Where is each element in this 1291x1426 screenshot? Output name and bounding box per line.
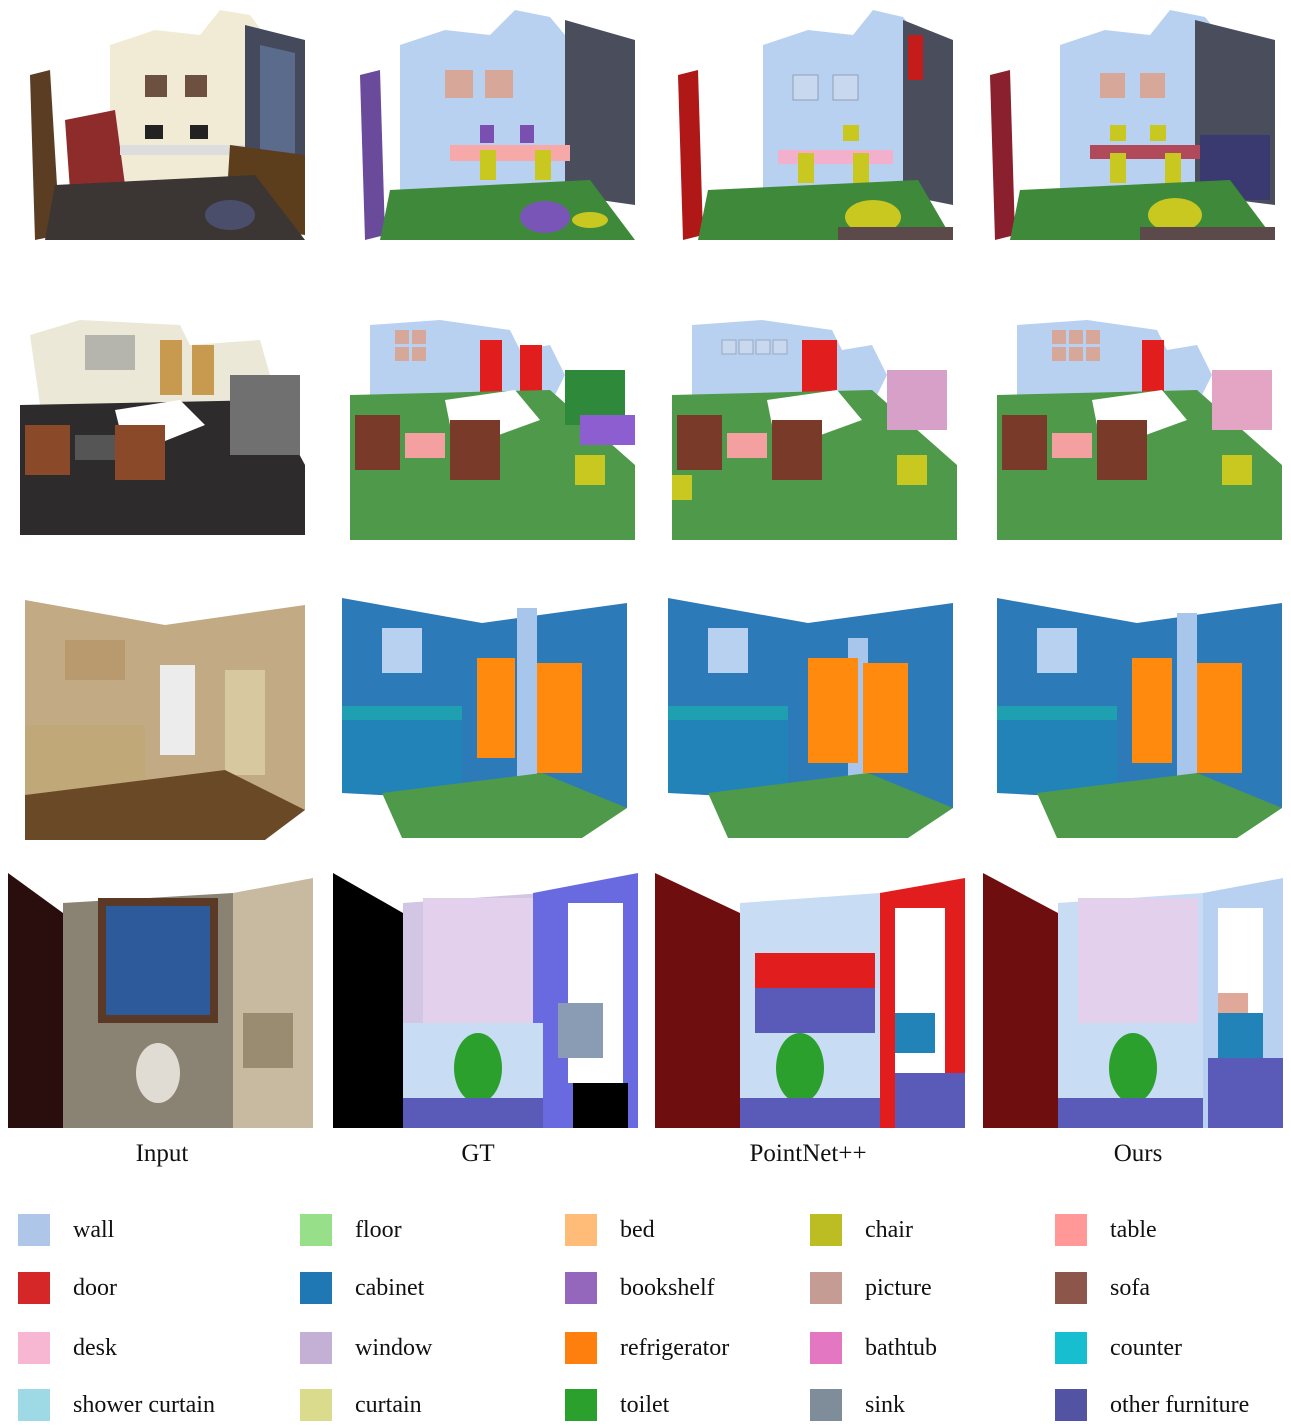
- legend-item-toilet: toilet: [565, 1385, 669, 1425]
- legend-label: sofa: [1110, 1274, 1150, 1301]
- legend-label: bookshelf: [620, 1274, 715, 1301]
- column-label-ours: Ours: [1113, 1140, 1163, 1167]
- legend-item-chair: chair: [810, 1210, 913, 1250]
- legend-swatch: [810, 1214, 842, 1246]
- row4-gt-image: [333, 873, 638, 1128]
- row4-ours-image: [983, 873, 1283, 1128]
- legend-swatch: [18, 1272, 50, 1304]
- legend-label: bed: [620, 1216, 655, 1243]
- legend-label: sink: [865, 1391, 906, 1418]
- legend-item-bed: bed: [565, 1210, 655, 1250]
- legend-label: table: [1110, 1216, 1157, 1243]
- legend-swatch: [565, 1272, 597, 1304]
- legend-label: desk: [73, 1334, 117, 1361]
- row4-pointnet-image: [655, 873, 965, 1128]
- row4-input-image: [8, 873, 313, 1128]
- column-label-gt: GT: [461, 1140, 495, 1167]
- legend-swatch: [565, 1214, 597, 1246]
- figure-grid: [8, 5, 1283, 1128]
- legend-item-other-furniture: other furniture: [1055, 1385, 1249, 1425]
- legend-label: counter: [1110, 1334, 1182, 1361]
- legend-label: cabinet: [355, 1274, 425, 1301]
- legend-item-table: table: [1055, 1210, 1157, 1250]
- legend-item-door: door: [18, 1268, 117, 1308]
- column-label-pointnet: PointNet++: [749, 1140, 867, 1167]
- legend-swatch: [810, 1332, 842, 1364]
- legend-swatch: [18, 1214, 50, 1246]
- legend-label: door: [73, 1274, 117, 1301]
- legend-item-wall: wall: [18, 1210, 114, 1250]
- legend-swatch: [565, 1332, 597, 1364]
- legend-swatch: [565, 1389, 597, 1421]
- legend-swatch: [300, 1389, 332, 1421]
- legend-label: refrigerator: [620, 1334, 730, 1361]
- legend-swatch: [1055, 1332, 1087, 1364]
- column-label-input: Input: [135, 1140, 189, 1167]
- legend-label: shower curtain: [73, 1391, 215, 1418]
- legend-item-counter: counter: [1055, 1328, 1182, 1368]
- legend-label: bathtub: [865, 1334, 937, 1361]
- legend-swatch: [810, 1272, 842, 1304]
- legend-item-desk: desk: [18, 1328, 117, 1368]
- row3-gt-image: [342, 598, 627, 838]
- legend-swatch: [300, 1332, 332, 1364]
- legend-label: toilet: [620, 1391, 670, 1418]
- legend-item-floor: floor: [300, 1210, 402, 1250]
- legend-swatch: [300, 1214, 332, 1246]
- legend-label: floor: [355, 1216, 402, 1243]
- legend: wall floor bed chair table door cabinet …: [0, 1205, 1291, 1426]
- legend-label: chair: [865, 1216, 913, 1243]
- legend-item-window: window: [300, 1328, 432, 1368]
- legend-item-picture: picture: [810, 1268, 932, 1308]
- legend-swatch: [1055, 1272, 1087, 1304]
- legend-swatch: [18, 1332, 50, 1364]
- legend-item-shower-curtain: shower curtain: [18, 1385, 215, 1425]
- legend-swatch: [300, 1272, 332, 1304]
- legend-item-cabinet: cabinet: [300, 1268, 424, 1308]
- legend-swatch: [1055, 1389, 1087, 1421]
- row1-ours-image: [990, 5, 1275, 240]
- legend-item-sink: sink: [810, 1385, 905, 1425]
- row3-pointnet-image: [668, 598, 953, 838]
- row1-input-image: [15, 5, 305, 240]
- row2-gt-image: [350, 315, 635, 540]
- legend-item-bathtub: bathtub: [810, 1328, 937, 1368]
- legend-item-sofa: sofa: [1055, 1268, 1150, 1308]
- row2-ours-image: [997, 315, 1282, 540]
- legend-item-curtain: curtain: [300, 1385, 422, 1425]
- legend-label: curtain: [355, 1391, 422, 1418]
- legend-item-refrigerator: refrigerator: [565, 1328, 729, 1368]
- row1-pointnet-image: [678, 5, 953, 240]
- legend-item-bookshelf: bookshelf: [565, 1268, 715, 1308]
- legend-label: window: [355, 1334, 433, 1361]
- legend-swatch: [18, 1389, 50, 1421]
- legend-swatch: [810, 1389, 842, 1421]
- legend-swatch: [1055, 1214, 1087, 1246]
- row2-input-image: [20, 315, 305, 535]
- legend-label: picture: [865, 1274, 932, 1301]
- row2-pointnet-image: [672, 315, 957, 540]
- legend-label: wall: [73, 1216, 115, 1243]
- row3-input-image: [25, 600, 305, 840]
- row1-gt-image: [350, 5, 635, 240]
- legend-label: other furniture: [1110, 1391, 1250, 1418]
- row3-ours-image: [997, 598, 1282, 838]
